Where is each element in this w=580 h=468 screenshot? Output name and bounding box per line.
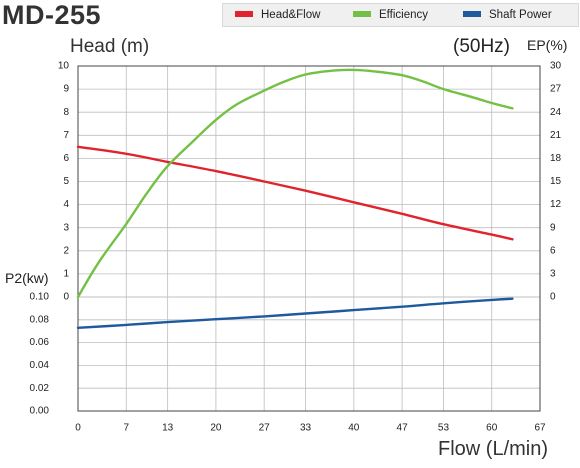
flow-tick-label: 33 [300,423,312,434]
legend: Head&Flow Efficiency Shaft Power [222,3,579,27]
ep-tick-label: 30 [550,61,562,72]
legend-swatch-head-flow [235,10,253,17]
head-tick-label: 10 [58,61,70,72]
flow-tick-label: 40 [348,423,360,434]
ep-tick-label: 9 [550,222,556,233]
plot-frame [77,65,541,412]
flow-tick-label: 67 [534,423,546,434]
head-tick-label: 7 [63,130,69,141]
ep-tick-label: 15 [550,176,562,187]
plot-border [77,65,541,412]
flow-tick-label: 60 [486,423,498,434]
legend-label-shaft-power: Shaft Power [489,9,552,21]
frequency-label: (50Hz) [453,36,511,57]
series-line-head-flow [76,145,514,241]
legend-swatch-shaft-power [463,10,481,17]
ep-tick-label: 18 [550,153,562,164]
flow-tick-label: 7 [123,423,129,434]
flow-tick-label: 27 [259,423,271,434]
flow-tick-label: 0 [75,423,81,434]
power-tick-label: 0.00 [30,406,50,417]
head-tick-label: 3 [63,222,69,233]
ep-tick-label: 27 [550,84,562,95]
ep-tick-label: 6 [550,245,556,256]
legend-swatch-efficiency [353,10,371,17]
legend-item-head-flow: Head&Flow [235,7,320,23]
power-axis-title: P2(kw) [5,270,49,286]
power-tick-label: 0.04 [30,360,50,371]
head-tick-label: 8 [63,107,69,118]
head-tick-label: 2 [63,245,69,256]
power-tick-label: 0.08 [30,314,50,325]
power-tick-label: 0.06 [30,337,50,348]
head-axis-title: Head (m) [70,36,150,57]
series-line-shaft-power [76,297,514,329]
ep-axis-title: EP(%) [527,37,568,53]
ep-tick-label: 24 [550,107,562,118]
legend-label-head-flow: Head&Flow [261,9,321,21]
legend-item-shaft-power: Shaft Power [463,7,552,23]
head-tick-label: 5 [63,176,69,187]
power-tick-label: 0.10 [30,292,50,303]
power-tick-label: 0.02 [30,383,50,394]
head-tick-label: 6 [63,153,69,164]
flow-tick-label: 47 [397,423,409,434]
ep-tick-label: 12 [550,199,562,210]
flow-tick-label: 13 [162,423,174,434]
head-tick-label: 9 [63,84,69,95]
head-tick-label: 1 [63,269,69,280]
ep-tick-label: 3 [550,269,556,280]
legend-item-efficiency: Efficiency [353,7,428,23]
model-title: MD-255 [2,0,102,30]
legend-label-efficiency: Efficiency [379,9,429,21]
ep-tick-label: 0 [550,292,556,303]
ep-tick-label: 21 [550,130,562,141]
flow-tick-label: 53 [438,423,450,434]
flow-axis-title: Flow (L/min) [438,438,549,460]
flow-tick-label: 20 [210,423,222,434]
head-tick-label: 0 [63,292,69,303]
series-line-efficiency [76,68,514,299]
head-tick-label: 4 [63,199,69,210]
